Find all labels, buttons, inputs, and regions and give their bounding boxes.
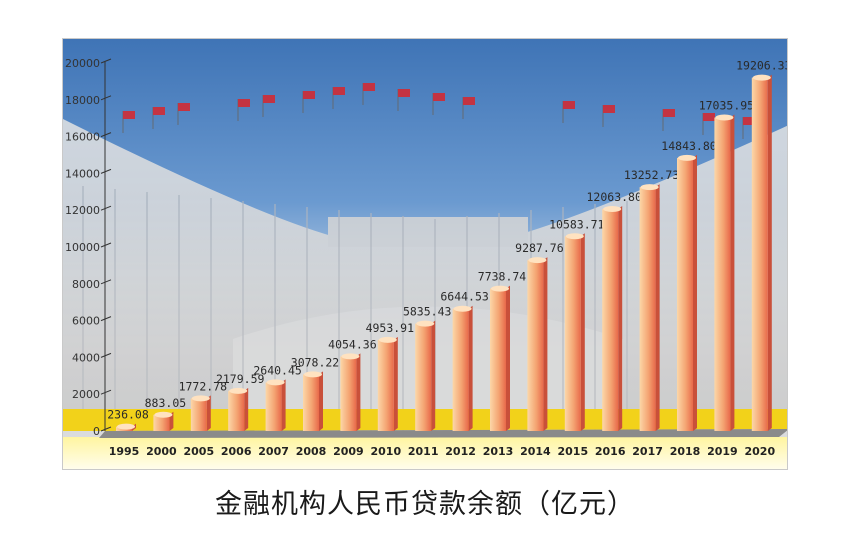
bar <box>303 374 319 431</box>
y-tick-label: 12000 <box>65 204 100 217</box>
data-label: 17035.95 <box>699 99 754 113</box>
bar-2020 <box>751 74 772 432</box>
y-tick-mark <box>100 279 112 285</box>
bar <box>564 236 581 431</box>
x-tick-label: 2007 <box>258 445 289 458</box>
x-tick-label: 2010 <box>370 445 401 458</box>
y-tick-mark <box>100 316 112 322</box>
y-tick-label: 0 <box>93 425 100 438</box>
x-tick-label: 2006 <box>221 445 252 458</box>
x-tick-label: 2014 <box>520 445 551 458</box>
bar-2005 <box>190 395 211 431</box>
y-tick-mark <box>100 352 112 358</box>
bar-2008 <box>303 371 323 431</box>
data-label: 5835.43 <box>403 305 452 319</box>
y-tick-label: 4000 <box>72 351 100 364</box>
y-tick-mark <box>100 389 112 395</box>
bar-1995 <box>116 423 136 431</box>
y-tick-mark <box>100 95 112 101</box>
data-label: 7738.74 <box>478 270 527 284</box>
bar-2018 <box>677 154 697 431</box>
y-tick-label: 10000 <box>65 241 100 254</box>
x-tick-label: 2000 <box>146 445 177 458</box>
bar-2011 <box>415 320 436 431</box>
y-tick-label: 18000 <box>65 94 100 107</box>
bar <box>677 157 693 431</box>
bar-2007 <box>265 379 286 431</box>
x-tick-label: 2009 <box>333 445 364 458</box>
bar-2015 <box>564 233 585 431</box>
bar-2017 <box>639 184 660 431</box>
x-tick-label: 2005 <box>183 445 214 458</box>
bar <box>265 382 282 431</box>
data-label: 4054.36 <box>328 337 377 351</box>
x-tick-label: 2011 <box>408 445 439 458</box>
bar <box>377 339 394 431</box>
y-tick-mark <box>100 426 112 432</box>
x-tick-label: 2013 <box>483 445 514 458</box>
bar <box>340 356 357 431</box>
data-label: 14843.80 <box>661 139 716 153</box>
x-tick-label: 2019 <box>707 445 738 458</box>
x-tick-label: 2012 <box>445 445 476 458</box>
data-label: 2640.45 <box>253 363 301 377</box>
chart-caption: 金融机构人民币贷款余额（亿元） <box>215 489 635 520</box>
bar <box>751 77 768 432</box>
data-label: 3078.22 <box>291 355 339 369</box>
bar <box>527 260 544 431</box>
bar <box>714 117 731 432</box>
y-tick-label: 14000 <box>65 167 100 180</box>
bar-2006 <box>228 387 249 431</box>
data-label: 883.05 <box>145 396 187 410</box>
data-label: 236.08 <box>107 408 149 422</box>
data-label: 2179.59 <box>216 372 265 386</box>
bar <box>452 308 469 431</box>
y-tick-mark <box>100 132 112 138</box>
data-label: 1772.78 <box>179 379 228 393</box>
bar-2010 <box>377 336 398 431</box>
y-tick-mark <box>100 205 112 211</box>
bar <box>153 414 170 431</box>
x-tick-label: 2020 <box>744 445 775 458</box>
bar-2009 <box>340 353 361 431</box>
y-tick-label: 20000 <box>65 57 100 70</box>
bar-2016 <box>602 206 623 431</box>
bar-2014 <box>527 257 548 431</box>
x-tick-label: 2015 <box>557 445 588 458</box>
y-tick-mark <box>100 242 112 248</box>
data-label: 12063.80 <box>587 190 642 204</box>
bar-2013 <box>490 285 510 431</box>
y-tick-label: 16000 <box>65 131 100 144</box>
bar <box>415 323 432 431</box>
x-tick-label: 2016 <box>595 445 626 458</box>
bar <box>190 398 207 431</box>
x-tick-label: 2017 <box>632 445 663 458</box>
data-label: 10583.71 <box>549 217 604 231</box>
data-label: 6644.53 <box>440 290 489 304</box>
bar-2019 <box>714 114 735 432</box>
data-label: 13252.73 <box>624 168 679 182</box>
bar-chart: 0 2000 4000 6000 8000 10000 12000 14000 16000 180… <box>63 57 788 469</box>
bar-2000 <box>153 411 174 431</box>
data-label: 19206.33 <box>736 59 788 73</box>
data-label: 9287.76 <box>515 241 564 255</box>
chart-panel: 0 2000 4000 6000 8000 10000 12000 14000 16000 180… <box>62 38 788 470</box>
y-tick-label: 6000 <box>72 315 100 328</box>
y-tick-label: 2000 <box>72 388 100 401</box>
bar-2012 <box>452 305 473 431</box>
x-tick-label: 1995 <box>109 445 140 458</box>
bar <box>602 209 619 431</box>
bar <box>228 390 245 431</box>
x-tick-label: 2018 <box>670 445 701 458</box>
data-label: 4953.91 <box>366 321 415 335</box>
y-tick-mark <box>100 58 112 64</box>
bar <box>639 187 656 431</box>
y-tick-label: 8000 <box>72 278 100 291</box>
x-tick-label: 2008 <box>296 445 327 458</box>
bar <box>490 288 506 431</box>
y-tick-mark <box>100 168 112 174</box>
